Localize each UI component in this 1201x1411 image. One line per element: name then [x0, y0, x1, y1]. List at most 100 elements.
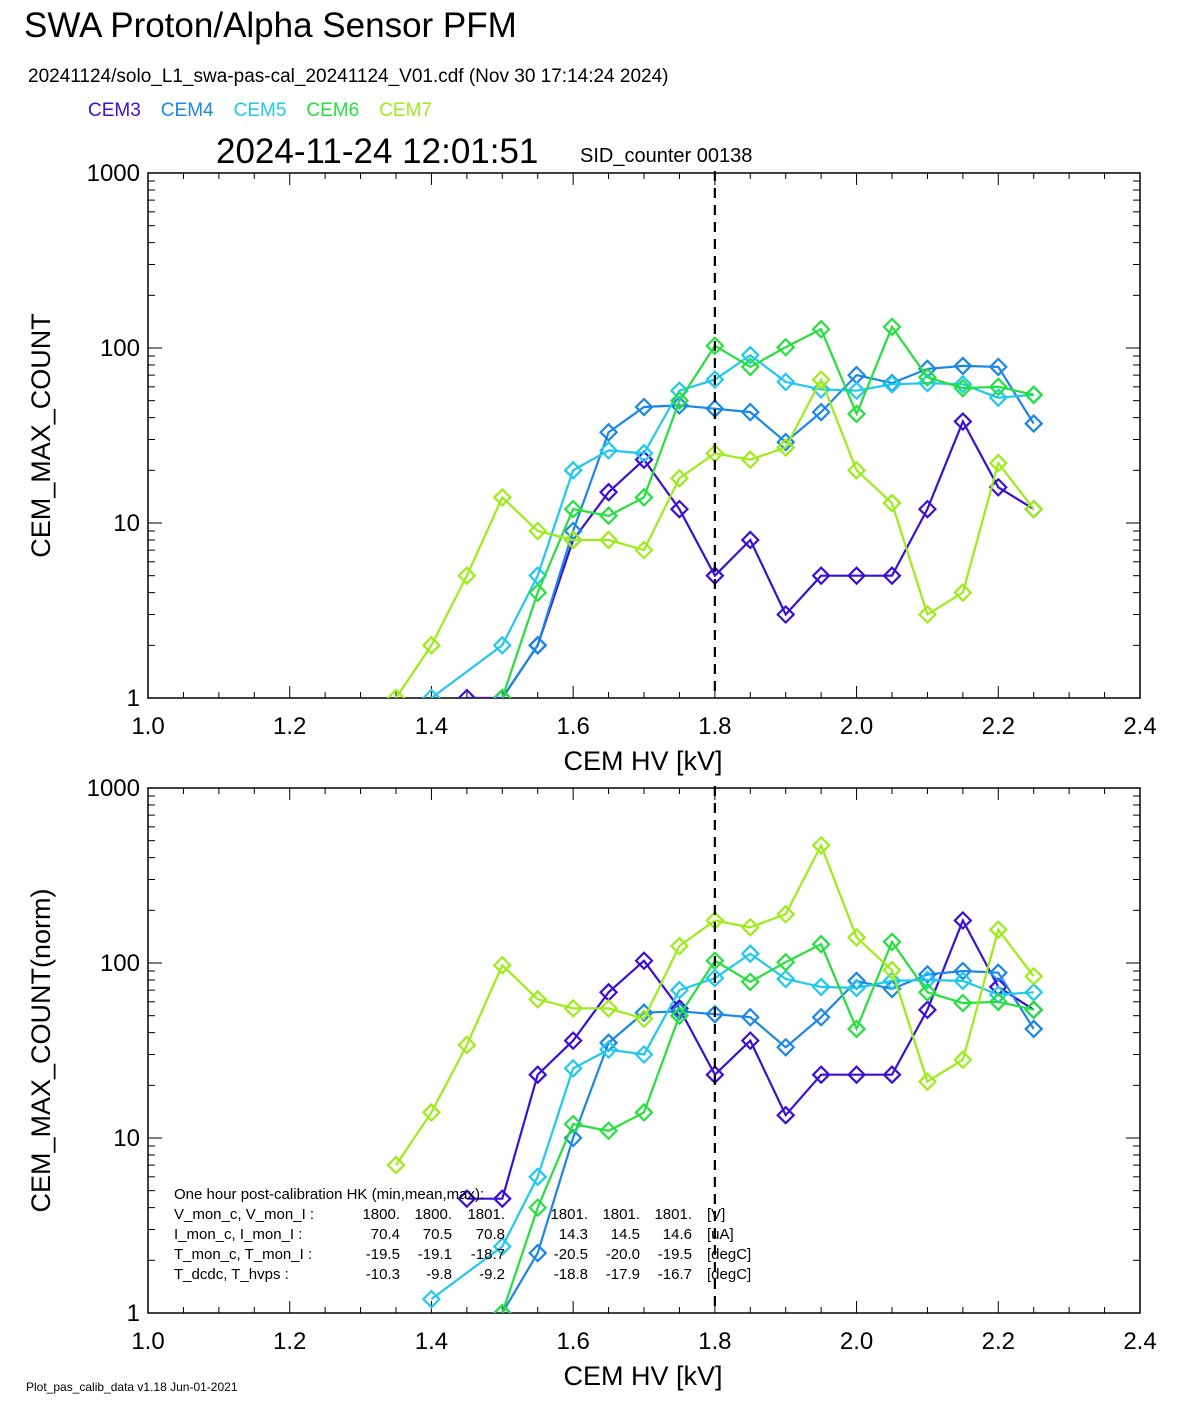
legend-entry-cem5: CEM5	[233, 100, 287, 121]
panel2-data-point-cem4	[740, 1007, 760, 1027]
panel1-y-tick-label: 1000	[87, 160, 140, 187]
panel2-data-point-cem7	[811, 835, 831, 855]
panel1-data-point-cem4	[1024, 414, 1044, 434]
panel2-data-point-cem5	[776, 969, 796, 989]
datetime-label: 2024-11-24 12:01:51	[216, 132, 539, 171]
panel1-data-point-cem3	[669, 499, 689, 519]
panel2-x-tick-label: 1.6	[556, 1328, 589, 1355]
panel1-series-cem4	[492, 356, 1044, 698]
panel1-data-point-cem4	[740, 402, 760, 422]
hk-line-2-cell: 70.5	[423, 1226, 452, 1243]
panel2-data-point-cem7	[740, 917, 760, 937]
panel2-data-point-cem5	[953, 971, 973, 991]
hk-line-3-cell: -19.1	[418, 1246, 452, 1263]
panel1-data-point-cem3	[776, 604, 796, 625]
panel1-y-tick-label: 100	[100, 335, 140, 362]
page-title: SWA Proton/Alpha Sensor PFM	[24, 6, 517, 45]
panel1-x-axis-label: CEM HV [kV]	[563, 746, 722, 776]
hk-line-1-cell: 1801.	[602, 1206, 640, 1223]
panel1-data-point-cem6	[1024, 385, 1044, 405]
panel1-x-tick-label: 1.4	[415, 713, 448, 740]
panel1-x-tick-label: 2.0	[840, 713, 873, 740]
panel2-data-point-cem5	[421, 1289, 441, 1309]
panel2-data-point-cem3	[953, 910, 973, 931]
panel1-data-point-cem7	[421, 635, 441, 655]
panel2-data-point-cem6	[953, 993, 973, 1013]
panel2-data-point-cem5	[669, 980, 689, 1000]
hk-line-2-cell: I_mon_c, I_mon_I :	[174, 1226, 302, 1243]
panel2-data-point-cem3	[776, 1105, 796, 1125]
panel1-plot-frame	[147, 172, 1141, 699]
legend-entry-cem6: CEM6	[306, 100, 360, 121]
panel2-data-point-cem7	[563, 998, 583, 1018]
panel2-data-point-cem7	[528, 989, 548, 1009]
panel1-data-point-cem7	[492, 487, 512, 507]
panel2-data-point-cem3	[1024, 1000, 1044, 1020]
panel2-data-point-cem4	[988, 963, 1008, 983]
panel1-data-point-cem4	[988, 357, 1008, 377]
panel1-data-point-cem7	[917, 604, 937, 625]
panel2-data-point-cem6	[882, 932, 902, 952]
panel2-data-point-cem6	[492, 1303, 512, 1313]
panel1-data-point-cem7	[740, 450, 760, 470]
panel1-data-point-cem3	[917, 499, 937, 519]
panel1-data-point-cem3	[457, 688, 477, 698]
panel1-data-point-cem5	[847, 381, 867, 401]
panel2-data-point-cem7	[953, 1050, 973, 1070]
panel1-x-tick-label: 1.8	[698, 713, 731, 740]
hk-line-4-cell: -16.7	[658, 1266, 692, 1283]
panel2-series-cem7	[386, 835, 1044, 1175]
panel1-data-point-cem6	[669, 391, 689, 411]
panel2-data-point-cem7	[492, 955, 512, 975]
panel2-x-tick-label: 2.4	[1123, 1328, 1156, 1355]
panel2-data-point-cem3	[457, 1189, 477, 1209]
panel1-data-point-cem6	[917, 367, 937, 387]
panel1-data-point-cem6	[563, 499, 583, 519]
panel2-y-tick-label: 10	[113, 1125, 140, 1152]
panel2-data-point-cem6	[847, 1019, 867, 1039]
panel1-data-point-cem4	[811, 402, 831, 422]
panel1-series-line-cem3	[466, 418, 1035, 698]
panel2-data-point-cem6	[740, 972, 760, 992]
panel1-data-point-cem6	[776, 337, 796, 357]
hk-line-3-cell: -18.7	[471, 1246, 505, 1263]
panel2-data-point-cem7	[847, 927, 867, 947]
panel2-data-point-cem6	[917, 982, 937, 1002]
panel1-data-point-cem6	[953, 378, 973, 398]
panel1-data-point-cem6	[988, 377, 1008, 397]
panel2-x-axis-label: CEM HV [kV]	[563, 1361, 722, 1391]
panel2-data-point-cem3	[882, 1065, 902, 1085]
panel2-data-point-cem5	[882, 971, 902, 991]
panel1-data-point-cem5	[563, 460, 583, 480]
panel2-data-point-cem6	[669, 1006, 689, 1026]
panel1-series-cem3	[457, 411, 1044, 698]
panel1-series-cem6	[492, 317, 1044, 698]
panel1-data-point-cem3	[847, 566, 867, 586]
hk-line-3-cell: T_mon_c, T_mon_I :	[174, 1246, 312, 1263]
panel1-data-point-cem6	[599, 506, 619, 526]
panel2-data-point-cem7	[882, 960, 902, 980]
panel2-data-point-cem4	[705, 1004, 725, 1024]
panel1-data-point-cem5	[776, 372, 796, 392]
footer-version: Plot_pas_calib_data v1.18 Jun-01-2021	[26, 1380, 238, 1394]
hk-line-3-cell: -20.0	[606, 1246, 640, 1263]
hk-line-4-cell: -9.2	[479, 1266, 505, 1283]
hk-line-4-cell: -17.9	[606, 1266, 640, 1283]
panel2-data-point-cem3	[634, 951, 654, 971]
panel1-data-point-cem7	[669, 468, 689, 488]
panel1-data-point-cem5	[492, 635, 512, 655]
panel2-data-point-cem3	[563, 1031, 583, 1051]
legend-entry-cem4: CEM4	[160, 100, 214, 121]
panel1-y-tick-label: 1	[127, 685, 140, 712]
panel2-data-point-cem4	[528, 1243, 548, 1263]
panel2-data-point-cem6	[634, 1102, 654, 1122]
panel2-x-tick-label: 2.0	[840, 1328, 873, 1355]
panel2-data-point-cem3	[917, 1000, 937, 1020]
panel2-y-tick-label: 1000	[87, 775, 140, 802]
panel1-data-point-cem4	[599, 422, 619, 442]
panel2-x-tick-label: 1.0	[131, 1328, 164, 1355]
panel1-series-line-cem4	[501, 364, 1035, 698]
hk-line-1-cell: [V]	[707, 1206, 725, 1223]
panel1-data-point-cem7	[1024, 499, 1044, 519]
panel1-data-point-cem7	[847, 460, 867, 480]
